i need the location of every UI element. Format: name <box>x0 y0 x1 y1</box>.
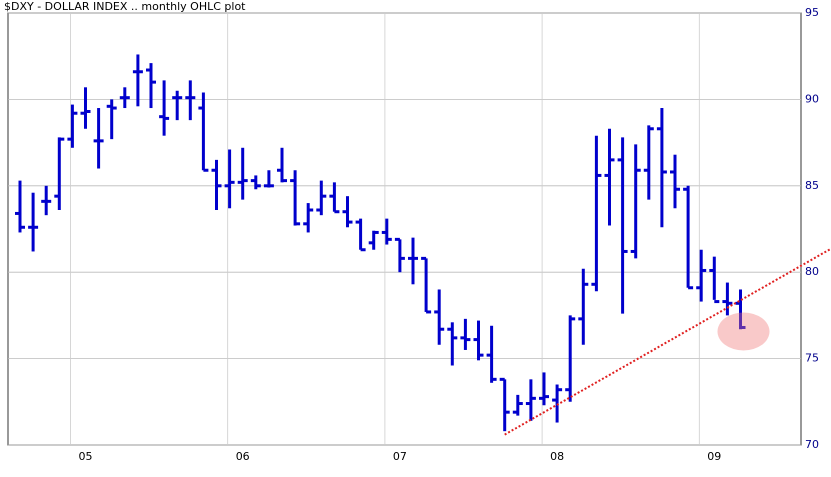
x-tick-label: 06 <box>236 450 250 463</box>
x-tick-label: 07 <box>393 450 407 463</box>
y-tick-label: 75 <box>805 352 819 365</box>
chart-title: $DXY - DOLLAR INDEX .. monthly OHLC plot <box>4 0 246 13</box>
x-tick-label: 05 <box>79 450 93 463</box>
x-tick-label: 09 <box>707 450 721 463</box>
y-tick-label: 85 <box>805 179 819 192</box>
y-tick-label: 80 <box>805 265 819 278</box>
x-tick-label: 08 <box>550 450 564 463</box>
trend-line <box>504 247 831 436</box>
y-tick-label: 70 <box>805 438 819 451</box>
highlight <box>717 312 770 351</box>
y-tick-label: 95 <box>805 6 819 19</box>
y-tick-label: 90 <box>805 92 819 105</box>
